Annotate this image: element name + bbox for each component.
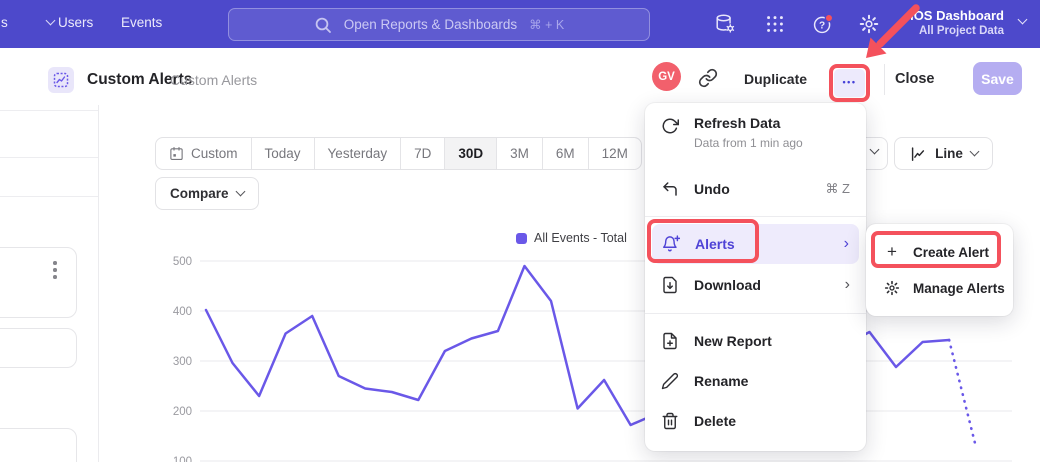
- nav-item-users[interactable]: Users: [58, 15, 93, 30]
- refresh-icon: [661, 117, 679, 135]
- annotation-box-more: •••: [829, 64, 870, 102]
- data-management-icon[interactable]: [714, 13, 736, 35]
- menu-divider: [645, 313, 866, 314]
- copy-link-icon[interactable]: [698, 68, 718, 88]
- header-divider: [884, 64, 885, 95]
- ellipsis-icon: •••: [843, 77, 857, 87]
- project-name: iOS Dashboard: [910, 7, 1004, 24]
- submenu-item-manage-alerts[interactable]: Manage Alerts: [866, 270, 1013, 306]
- notification-dot: [825, 14, 832, 21]
- menu-item-new-report[interactable]: New Report: [645, 321, 866, 361]
- search-icon: [314, 16, 332, 34]
- undo-icon: [661, 180, 679, 198]
- menu-item-download[interactable]: Download ›: [645, 264, 866, 306]
- nav-item-events[interactable]: Events: [121, 15, 162, 30]
- chevron-down-icon: [235, 187, 245, 197]
- project-scope: All Project Data: [910, 24, 1004, 38]
- save-button[interactable]: Save: [973, 62, 1022, 95]
- menu-divider: [645, 216, 866, 217]
- project-selector[interactable]: iOS Dashboard All Project Data: [910, 7, 1004, 38]
- new-report-icon: [661, 332, 679, 350]
- settings-gear-icon[interactable]: [858, 13, 880, 35]
- range-today[interactable]: Today: [251, 138, 314, 169]
- range-6m[interactable]: 6M: [542, 138, 588, 169]
- avatar[interactable]: GV: [652, 62, 681, 91]
- search-shortcut: ⌘ + K: [529, 17, 564, 32]
- y-tick: 300: [173, 356, 192, 368]
- sidebar-report-card[interactable]: [0, 247, 77, 318]
- breadcrumb[interactable]: Custom Alerts: [170, 72, 257, 88]
- context-menu: Refresh Data Data from 1 min ago Undo ⌘ …: [645, 103, 866, 451]
- chart-legend[interactable]: All Events - Total: [516, 231, 627, 245]
- calendar-icon: [169, 146, 184, 161]
- sidebar-divider: [98, 105, 99, 462]
- y-tick: 500: [173, 256, 192, 268]
- submenu-arrow-icon: ›: [845, 277, 850, 293]
- range-30d[interactable]: 30D: [444, 138, 496, 169]
- range-7d[interactable]: 7D: [400, 138, 444, 169]
- y-tick: 200: [173, 406, 192, 418]
- chevron-down-icon: [46, 16, 56, 26]
- y-tick: 400: [173, 306, 192, 318]
- range-yesterday[interactable]: Yesterday: [314, 138, 401, 169]
- global-search[interactable]: Open Reports & Dashboards ⌘ + K: [228, 8, 650, 41]
- menu-item-refresh-data[interactable]: Refresh Data Data from 1 min ago: [645, 111, 866, 169]
- legend-swatch: [516, 233, 527, 244]
- app-window: s Users Events Open Reports & Dashboards…: [0, 0, 1040, 462]
- sidebar-row-divider: [0, 157, 98, 158]
- menu-item-delete[interactable]: Delete: [645, 401, 866, 441]
- undo-shortcut: ⌘ Z: [825, 181, 850, 197]
- duplicate-button[interactable]: Duplicate: [744, 71, 807, 87]
- sidebar-row-divider: [0, 110, 98, 111]
- submenu-arrow-icon: ›: [844, 236, 849, 252]
- chevron-down-icon: [1018, 15, 1028, 25]
- bell-plus-icon: [662, 235, 680, 253]
- compare-button[interactable]: Compare: [155, 177, 259, 210]
- alerts-submenu: + Create Alert Manage Alerts: [866, 224, 1013, 316]
- menu-item-rename[interactable]: Rename: [645, 361, 866, 401]
- chevron-down-icon: [870, 145, 880, 155]
- report-type-icon: [48, 67, 74, 93]
- plus-icon: +: [884, 242, 900, 262]
- chart-type-button[interactable]: Line: [894, 137, 993, 170]
- refresh-subtitle: Data from 1 min ago: [694, 136, 803, 150]
- pencil-icon: [661, 372, 679, 390]
- nav-item-partial[interactable]: s: [1, 15, 8, 30]
- menu-item-undo[interactable]: Undo ⌘ Z: [645, 169, 866, 209]
- range-custom[interactable]: Custom: [156, 138, 251, 169]
- search-placeholder: Open Reports & Dashboards: [344, 17, 517, 32]
- submenu-item-create-alert[interactable]: + Create Alert: [866, 234, 1013, 270]
- range-3m[interactable]: 3M: [496, 138, 542, 169]
- y-tick: 100: [173, 456, 192, 462]
- svg-text:?: ?: [819, 21, 825, 32]
- gear-icon: [884, 280, 900, 296]
- sidebar-row-divider: [0, 196, 98, 197]
- apps-grid-icon[interactable]: [764, 13, 786, 35]
- top-navigation-bar: s Users Events Open Reports & Dashboards…: [0, 0, 1040, 48]
- download-icon: [661, 276, 679, 294]
- date-range-control: Custom Today Yesterday 7D 30D 3M 6M 12M: [155, 137, 642, 170]
- more-options-button[interactable]: •••: [834, 69, 865, 97]
- legend-label: All Events - Total: [534, 231, 627, 245]
- range-12m[interactable]: 12M: [588, 138, 641, 169]
- help-icon[interactable]: ?: [812, 13, 834, 35]
- line-chart-icon: [909, 145, 927, 163]
- kebab-menu-icon[interactable]: [53, 261, 57, 279]
- sidebar-report-card[interactable]: [0, 328, 77, 368]
- trash-icon: [661, 412, 679, 430]
- chevron-down-icon: [969, 147, 979, 157]
- menu-item-alerts[interactable]: Alerts ›: [652, 224, 859, 264]
- sidebar-report-card[interactable]: [0, 428, 77, 462]
- close-button[interactable]: Close: [895, 71, 935, 87]
- chart-dotted-line: [949, 340, 976, 446]
